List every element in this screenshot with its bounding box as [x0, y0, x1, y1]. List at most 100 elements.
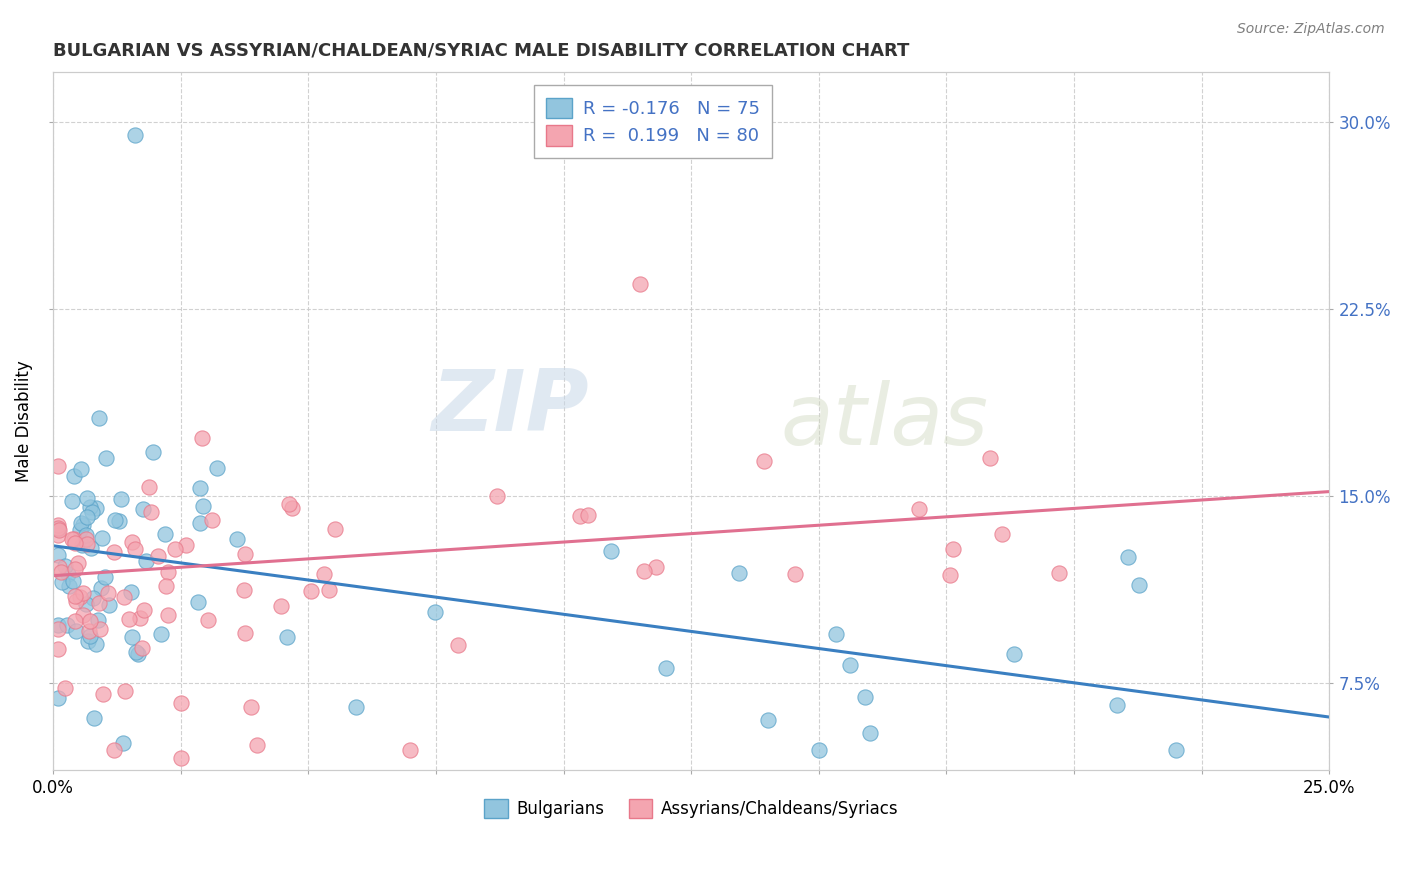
Point: [107, 514, 129, 528]
Point: [150, 627, 173, 641]
Point: [84, 637, 107, 651]
Point: [82, 591, 104, 605]
Point: [783, 567, 806, 582]
Point: [129, 611, 152, 625]
Point: [69, 523, 91, 537]
Point: [124, 541, 146, 556]
Point: [655, 660, 678, 674]
Point: [276, 630, 298, 644]
Point: [125, 645, 148, 659]
Point: [323, 522, 346, 536]
Point: [75, 533, 97, 547]
Point: [633, 564, 655, 578]
Text: Source: ZipAtlas.com: Source: ZipAtlas.com: [1237, 22, 1385, 37]
Point: [76, 537, 98, 551]
Point: [124, 128, 146, 142]
Point: [80, 504, 103, 518]
Point: [756, 713, 779, 727]
Point: [447, 638, 470, 652]
Point: [138, 479, 160, 493]
Point: [191, 499, 214, 513]
Point: [599, 544, 621, 558]
Point: [170, 750, 193, 764]
Point: [53, 681, 76, 696]
Point: [569, 508, 592, 523]
Point: [79, 615, 101, 629]
Point: [991, 527, 1014, 541]
Point: [486, 488, 509, 502]
Point: [63, 589, 86, 603]
Point: [70, 516, 93, 530]
Point: [628, 277, 651, 292]
Point: [79, 629, 101, 643]
Legend: Bulgarians, Assyrians/Chaldeans/Syriacs: Bulgarians, Assyrians/Chaldeans/Syriacs: [478, 792, 905, 824]
Point: [83, 711, 105, 725]
Point: [90, 531, 112, 545]
Point: [75, 598, 97, 612]
Point: [46, 522, 69, 536]
Point: [301, 583, 323, 598]
Point: [66, 556, 89, 570]
Point: [225, 532, 247, 546]
Point: [425, 605, 447, 619]
Point: [131, 640, 153, 655]
Point: [63, 562, 86, 576]
Point: [89, 596, 111, 610]
Point: [142, 445, 165, 459]
Y-axis label: Male Disability: Male Disability: [15, 360, 32, 482]
Point: [56, 618, 79, 632]
Point: [163, 542, 186, 557]
Point: [114, 683, 136, 698]
Point: [111, 736, 134, 750]
Point: [399, 743, 422, 757]
Point: [728, 566, 751, 581]
Point: [70, 462, 93, 476]
Point: [157, 565, 180, 579]
Point: [75, 528, 97, 542]
Point: [112, 590, 135, 604]
Point: [132, 502, 155, 516]
Point: [63, 536, 86, 550]
Point: [46, 690, 69, 705]
Point: [94, 451, 117, 466]
Point: [127, 647, 149, 661]
Point: [205, 460, 228, 475]
Point: [53, 558, 76, 573]
Point: [65, 614, 87, 628]
Point: [233, 625, 256, 640]
Point: [979, 451, 1001, 466]
Point: [70, 538, 93, 552]
Point: [60, 533, 83, 547]
Point: [69, 591, 91, 605]
Point: [807, 743, 830, 757]
Point: [46, 618, 69, 632]
Point: [1118, 549, 1140, 564]
Point: [1107, 698, 1129, 712]
Point: [825, 627, 848, 641]
Point: [72, 586, 94, 600]
Point: [89, 623, 111, 637]
Point: [170, 697, 193, 711]
Point: [77, 634, 100, 648]
Point: [46, 459, 69, 474]
Point: [120, 585, 142, 599]
Point: [174, 537, 197, 551]
Point: [80, 541, 103, 556]
Point: [190, 516, 212, 531]
Point: [121, 630, 143, 644]
Point: [576, 508, 599, 522]
Point: [201, 513, 224, 527]
Point: [72, 518, 94, 533]
Text: atlas: atlas: [780, 380, 988, 463]
Point: [839, 658, 862, 673]
Point: [312, 567, 335, 582]
Point: [110, 492, 132, 507]
Point: [63, 469, 86, 483]
Point: [46, 528, 69, 542]
Point: [752, 454, 775, 468]
Point: [97, 586, 120, 600]
Point: [153, 527, 176, 541]
Point: [191, 431, 214, 445]
Point: [134, 603, 156, 617]
Point: [46, 642, 69, 657]
